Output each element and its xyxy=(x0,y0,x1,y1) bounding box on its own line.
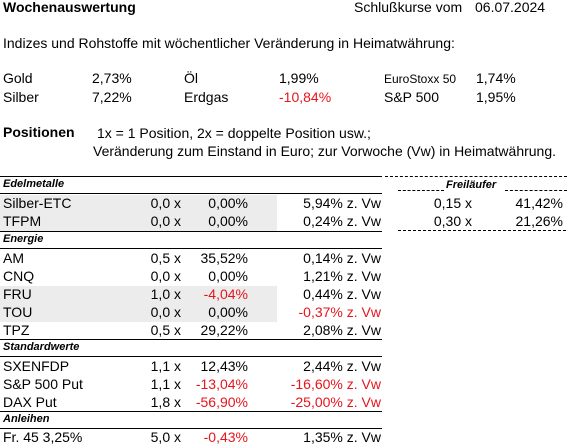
position-weekly: 0,14% z. Vw xyxy=(303,250,381,266)
position-weekly: 2,44% z. Vw xyxy=(303,358,381,374)
position-change: -56,90% xyxy=(195,394,248,410)
position-factor: 0,0 x xyxy=(150,195,181,211)
report-date: 06.07.2024 xyxy=(475,0,546,15)
position-weekly: 0,24% z. Vw xyxy=(303,213,381,229)
position-name: AM xyxy=(3,250,24,266)
index-name-sp500: S&P 500 xyxy=(384,89,440,105)
index-value-silber: 7,22% xyxy=(92,89,132,105)
position-weekly: 2,08% z. Vw xyxy=(303,322,381,338)
position-name: TFPM xyxy=(3,213,42,229)
freilaeufer-factor: 0,15 x xyxy=(433,195,472,211)
position-weekly: -16,60% z. Vw xyxy=(290,376,381,392)
position-name: TPZ xyxy=(3,322,30,338)
freilaeufer-rule-left xyxy=(398,190,444,191)
position-factor: 0,0 x xyxy=(150,268,181,284)
freilaeufer-bottom-rule xyxy=(398,230,566,231)
section-title-anleihen: Anleihen xyxy=(3,413,50,425)
freilaeufer-top-rule xyxy=(385,176,567,177)
freilaeufer-change: 41,42% xyxy=(515,195,563,211)
section-title-standardwerte: Standardwerte xyxy=(3,341,80,353)
section-rule xyxy=(0,193,382,194)
position-name: CNQ xyxy=(3,268,35,284)
positions-title: Positionen xyxy=(3,124,75,140)
section-title-edelmetalle: Edelmetalle xyxy=(3,178,65,190)
section-rule xyxy=(0,356,382,357)
position-name: Silber-ETC xyxy=(3,195,72,211)
position-name: DAX Put xyxy=(3,394,57,410)
position-change: -13,04% xyxy=(195,376,248,392)
position-factor: 0,5 x xyxy=(150,322,181,338)
row-shade xyxy=(0,286,277,304)
section-title-energie: Energie xyxy=(3,233,44,245)
position-weekly: 5,94% z. Vw xyxy=(303,195,381,211)
freilaeufer-change: 21,26% xyxy=(515,213,563,229)
positions-note-line2: Veränderung zum Einstand in Euro; zur Vo… xyxy=(93,143,557,159)
section-rule xyxy=(0,231,382,232)
index-value-erdgas: -10,84% xyxy=(279,89,332,105)
position-weekly: -0,37% z. Vw xyxy=(298,304,381,320)
index-value-oel: 1,99% xyxy=(279,70,319,86)
row-shade xyxy=(0,195,277,231)
section-rule xyxy=(0,428,382,429)
index-name-gold: Gold xyxy=(3,70,33,86)
section-rule xyxy=(0,248,382,249)
row-shade xyxy=(0,304,277,322)
position-factor: 1,1 x xyxy=(150,358,181,374)
position-name: TOU xyxy=(3,304,33,320)
position-change: 35,52% xyxy=(200,250,248,266)
position-change: 0,00% xyxy=(208,195,248,211)
position-change: 0,00% xyxy=(208,268,248,284)
position-name: FRU xyxy=(3,286,32,302)
position-change: -4,04% xyxy=(203,286,248,302)
position-weekly: 0,44% z. Vw xyxy=(303,286,381,302)
positions-note-line1: 1x = 1 Position, 2x = doppelte Position … xyxy=(97,125,371,141)
index-name-silber: Silber xyxy=(3,89,39,105)
index-name-oel: Öl xyxy=(184,70,198,86)
position-name: S&P 500 Put xyxy=(3,376,83,392)
position-change: 0,00% xyxy=(208,213,248,229)
position-weekly: 1,21% z. Vw xyxy=(303,268,381,284)
position-change: 0,00% xyxy=(208,304,248,320)
position-factor: 5,0 x xyxy=(150,429,181,445)
position-name: Fr. 45 3,25% xyxy=(3,429,83,445)
date-label: Schlußkurse vom xyxy=(354,0,463,15)
position-factor: 1,8 x xyxy=(150,394,181,410)
position-factor: 0,5 x xyxy=(150,250,181,266)
section-rule xyxy=(0,411,382,412)
position-factor: 0,0 x xyxy=(150,213,181,229)
freilaeufer-factor: 0,30 x xyxy=(433,213,472,229)
index-name-erdgas: Erdgas xyxy=(184,89,229,105)
freilaeufer-rule-right xyxy=(505,190,567,191)
freilaeufer-title: Freiläufer xyxy=(446,179,497,191)
position-weekly: 1,35% z. Vw xyxy=(303,429,381,445)
position-name: SXENFDP xyxy=(3,358,70,374)
position-change: 12,43% xyxy=(200,358,248,374)
position-factor: 1,1 x xyxy=(150,376,181,392)
section-rule xyxy=(0,339,382,340)
table-top-rule xyxy=(0,176,382,177)
index-value-sp500: 1,95% xyxy=(476,89,516,105)
position-factor: 0,0 x xyxy=(150,304,181,320)
index-value-eurostoxx: 1,74% xyxy=(476,70,516,86)
position-change: -0,43% xyxy=(203,429,248,445)
position-change: 29,22% xyxy=(200,322,248,338)
report-title: Wochenauswertung xyxy=(3,0,136,15)
index-name-eurostoxx: EuroStoxx 50 xyxy=(384,72,457,86)
position-factor: 1,0 x xyxy=(150,286,181,302)
position-weekly: -25,00% z. Vw xyxy=(290,394,381,410)
index-value-gold: 2,73% xyxy=(92,70,132,86)
indices-caption: Indizes und Rohstoffe mit wöchentlicher … xyxy=(3,35,455,51)
